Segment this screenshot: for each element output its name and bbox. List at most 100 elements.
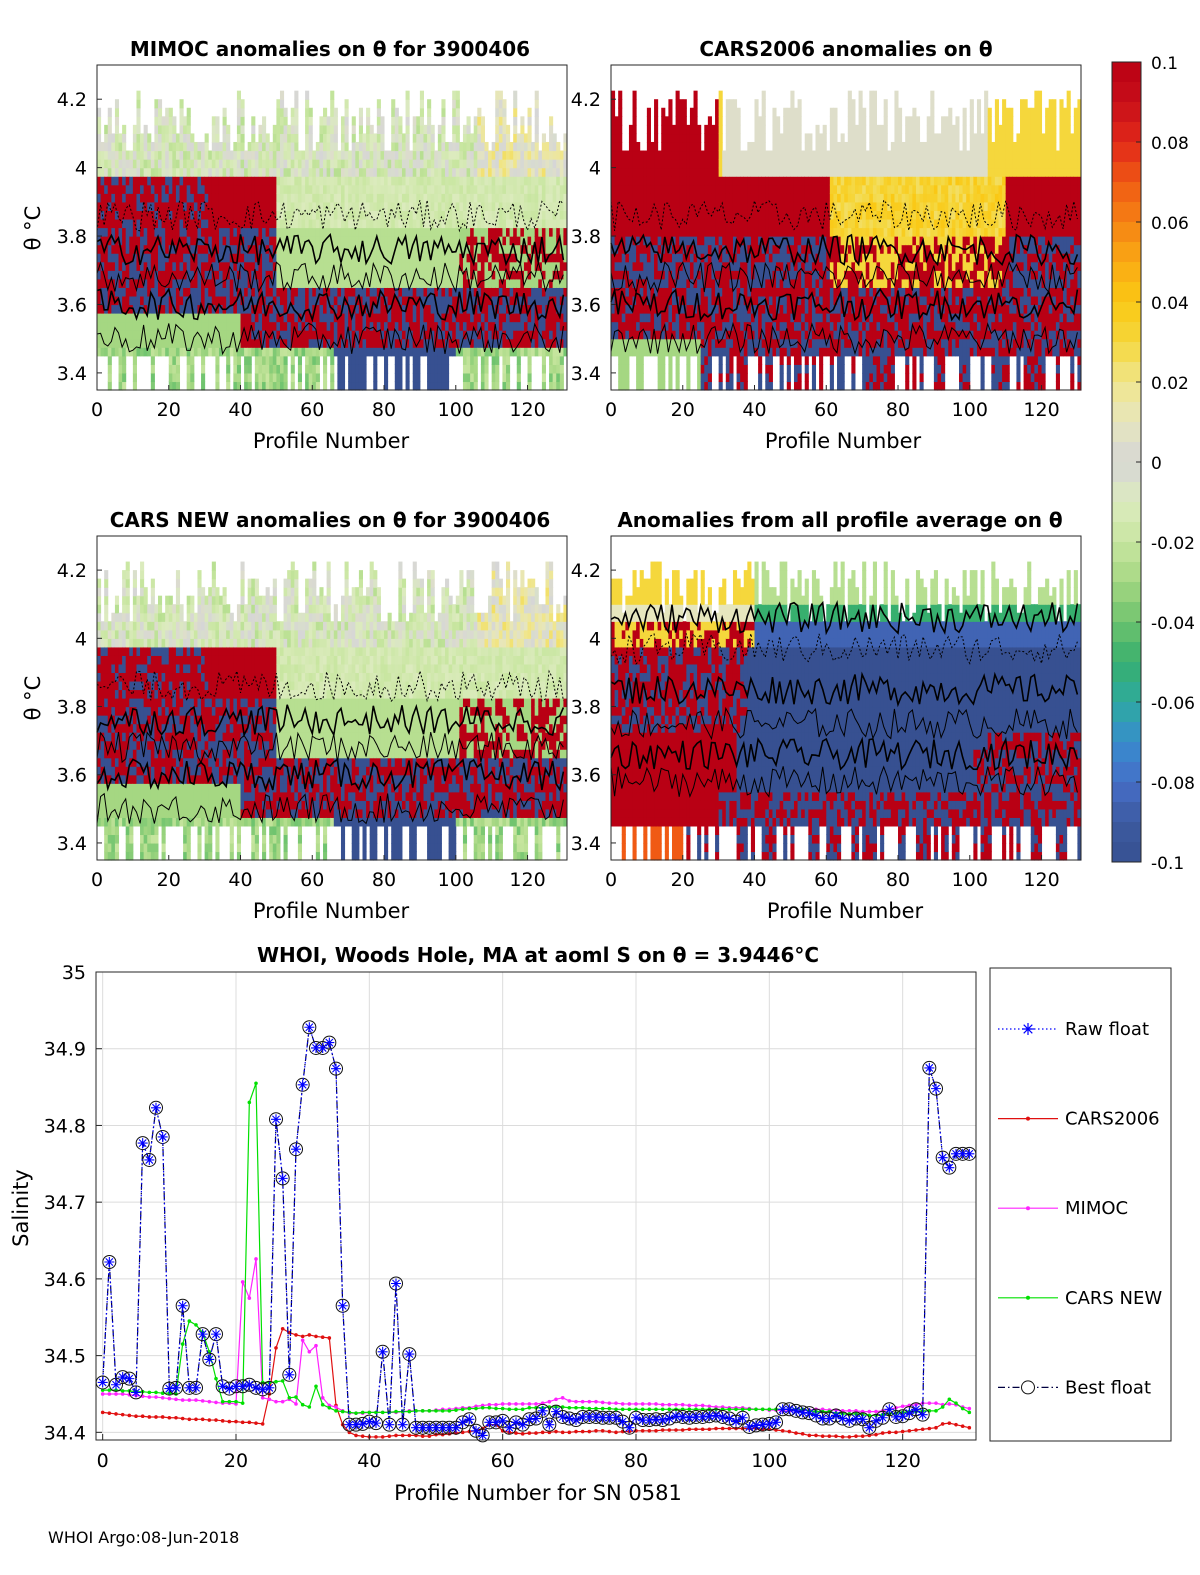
heatmap-cell: [319, 124, 324, 135]
heatmap-cell: [190, 227, 195, 237]
heatmap-cell: [437, 372, 442, 383]
heatmap-cell: [337, 372, 342, 383]
heatmap-cell: [661, 150, 666, 160]
heatmap-cell: [150, 313, 155, 323]
heatmap-cell: [718, 261, 723, 271]
heatmap-cell: [290, 210, 295, 220]
heatmap-cell: [516, 278, 521, 288]
heatmap-cell: [729, 287, 734, 297]
heatmap-cell: [689, 295, 695, 306]
heatmap-cell: [495, 347, 500, 357]
heatmap-cell: [384, 364, 389, 374]
heatmap-cell: [541, 218, 546, 229]
heatmap-cell: [427, 176, 432, 186]
heatmap-cell: [502, 99, 507, 109]
heatmap-cell: [279, 270, 285, 280]
heatmap-cell: [632, 193, 637, 203]
heatmap-cell: [215, 304, 220, 314]
heatmap-cell: [682, 236, 687, 246]
heatmap-cell: [427, 193, 432, 203]
heatmap-cell: [675, 347, 680, 357]
heatmap-cell: [430, 304, 435, 314]
heatmap-cell: [538, 159, 543, 169]
heatmap-cell: [430, 355, 435, 365]
heatmap-cell: [480, 381, 485, 391]
heatmap-cell: [516, 270, 521, 280]
heatmap-cell: [150, 236, 155, 246]
heatmap-cell: [495, 278, 500, 288]
heatmap-cell: [711, 184, 716, 194]
heatmap-cell: [215, 193, 220, 203]
heatmap-cell: [614, 330, 619, 340]
heatmap-cell: [279, 364, 285, 374]
heatmap-cell: [129, 287, 134, 297]
heatmap-cell: [643, 210, 648, 220]
heatmap-cell: [506, 227, 511, 237]
heatmap-cell: [632, 261, 637, 271]
heatmap-cell: [520, 193, 525, 203]
heatmap-cell: [305, 338, 310, 348]
heatmap-cell: [236, 90, 242, 100]
heatmap-cell: [516, 141, 521, 152]
heatmap-cell: [301, 304, 306, 314]
heatmap-cell: [455, 150, 460, 160]
heatmap-cell: [161, 184, 166, 194]
heatmap-cell: [671, 295, 677, 306]
heatmap-cell: [718, 347, 723, 357]
heatmap-cell: [679, 99, 684, 109]
heatmap-cell: [430, 287, 435, 297]
heatmap-cell: [301, 184, 306, 194]
heatmap-cell: [448, 150, 453, 160]
heatmap-cell: [466, 330, 471, 340]
heatmap-cell: [204, 184, 209, 194]
heatmap-cell: [118, 261, 123, 271]
heatmap-cell: [114, 159, 120, 169]
heatmap-cell: [265, 184, 270, 194]
heatmap-cell: [355, 304, 360, 314]
heatmap-cell: [229, 159, 234, 169]
heatmap-cell: [355, 364, 360, 374]
heatmap-cell: [682, 227, 687, 237]
heatmap-cell: [129, 270, 134, 280]
heatmap-cell: [736, 244, 741, 254]
heatmap-cell: [305, 116, 310, 126]
heatmap-cell: [527, 159, 532, 169]
heatmap-cell: [226, 227, 231, 237]
heatmap-cell: [636, 210, 641, 220]
heatmap-cell: [654, 141, 659, 152]
heatmap-cell: [657, 150, 662, 160]
heatmap-cell: [143, 295, 148, 306]
heatmap-cell: [466, 218, 471, 229]
heatmap-cell: [636, 150, 641, 160]
heatmap-cell: [387, 313, 392, 323]
heatmap-cell: [462, 278, 468, 288]
heatmap-cell: [697, 210, 702, 220]
heatmap-cell: [165, 107, 170, 117]
heatmap-cell: [125, 321, 130, 331]
heatmap-cell: [549, 338, 554, 348]
heatmap-cell: [222, 287, 227, 297]
heatmap-cell: [614, 193, 619, 203]
heatmap-cell: [247, 227, 252, 237]
heatmap-cell: [473, 227, 478, 237]
heatmap-cell: [459, 304, 464, 314]
heatmap-cell: [679, 133, 684, 143]
heatmap-cell: [452, 193, 457, 203]
heatmap-cell: [269, 270, 274, 280]
heatmap-cell: [391, 347, 396, 357]
heatmap-cell: [682, 347, 687, 357]
heatmap-cell: [657, 176, 662, 186]
heatmap-cell: [165, 150, 170, 160]
heatmap-cell: [473, 330, 478, 340]
heatmap-cell: [315, 330, 320, 340]
heatmap-cell: [276, 167, 281, 177]
heatmap-cell: [491, 193, 496, 203]
heatmap-cell: [236, 330, 242, 340]
heatmap-cell: [362, 184, 367, 194]
heatmap-cell: [480, 364, 485, 374]
heatmap-cell: [473, 133, 478, 143]
heatmap-cell: [455, 261, 460, 271]
heatmap-cell: [459, 210, 464, 220]
heatmap-cell: [715, 287, 720, 297]
heatmap-cell: [401, 150, 407, 160]
